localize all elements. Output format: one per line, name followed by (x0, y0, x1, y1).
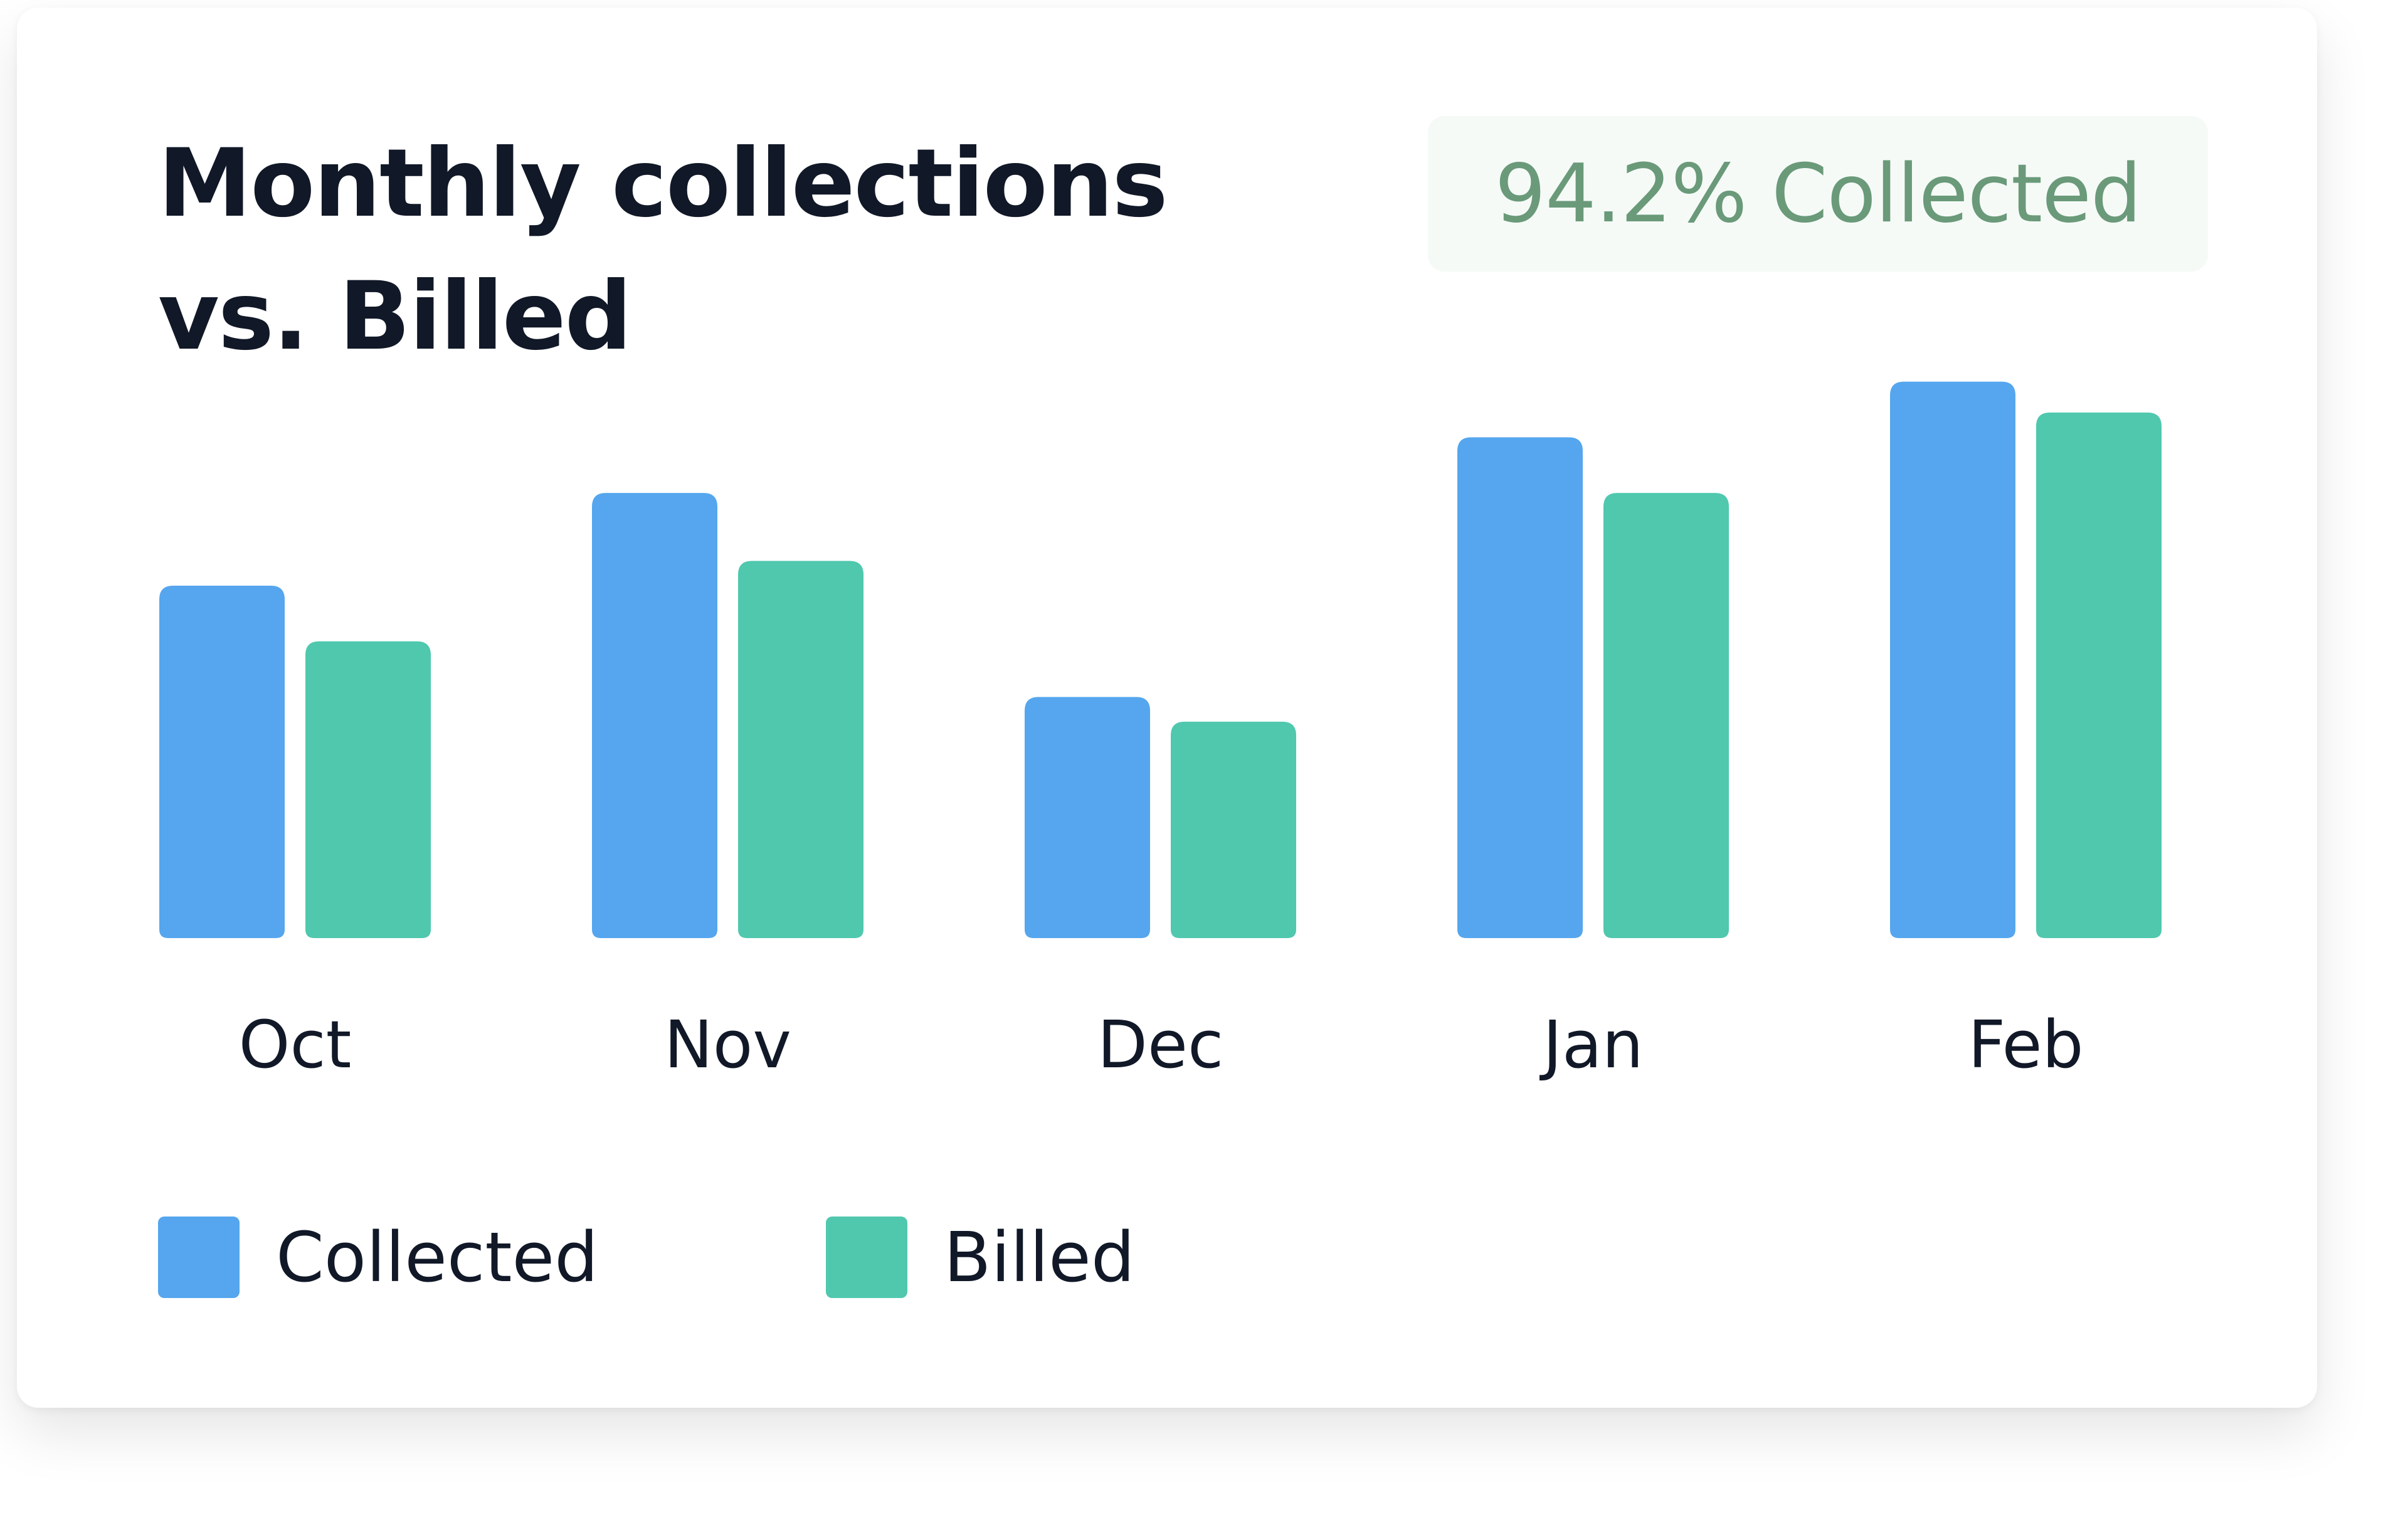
x-tick-label-dec: Dec (1097, 1006, 1223, 1083)
bar-billed-nov (738, 561, 863, 938)
bar-collected-nov (592, 493, 717, 938)
bar-billed-oct (305, 641, 431, 938)
bar-billed-jan (1603, 493, 1729, 938)
bar-collected-feb (1890, 381, 2015, 938)
x-tick-label-feb: Feb (1968, 1006, 2083, 1083)
legend-label-collected: Collected (276, 1217, 599, 1297)
collected-rate-badge: 94.2% Collected (1428, 116, 2208, 272)
chart-title-line-2: vs. Billed (158, 262, 632, 371)
legend-swatch-billed (826, 1217, 908, 1298)
chart-title-line-1: Monthly collections (158, 129, 1168, 238)
chart-card: Monthly collections vs. Billed 94.2% Col… (17, 8, 2317, 1408)
chart-legend: Collected Billed (158, 1213, 1135, 1301)
legend-label-billed: Billed (944, 1217, 1135, 1297)
x-tick-label-nov: Nov (664, 1006, 791, 1083)
chart-title: Monthly collections vs. Billed (158, 117, 1168, 383)
bar-collected-oct (159, 585, 285, 938)
x-tick-label-jan: Jan (1539, 1006, 1643, 1083)
legend-item-billed: Billed (826, 1217, 1135, 1298)
bar-collected-jan (1457, 437, 1583, 938)
bar-collected-dec (1025, 697, 1150, 938)
legend-item-collected: Collected (158, 1217, 598, 1298)
bar-billed-dec (1171, 721, 1296, 938)
x-tick-label-oct: Oct (239, 1006, 352, 1083)
bar-billed-feb (2036, 412, 2162, 938)
bar-chart: Oct Nov Dec Jan Feb (159, 381, 2162, 1083)
legend-swatch-collected (158, 1217, 240, 1298)
